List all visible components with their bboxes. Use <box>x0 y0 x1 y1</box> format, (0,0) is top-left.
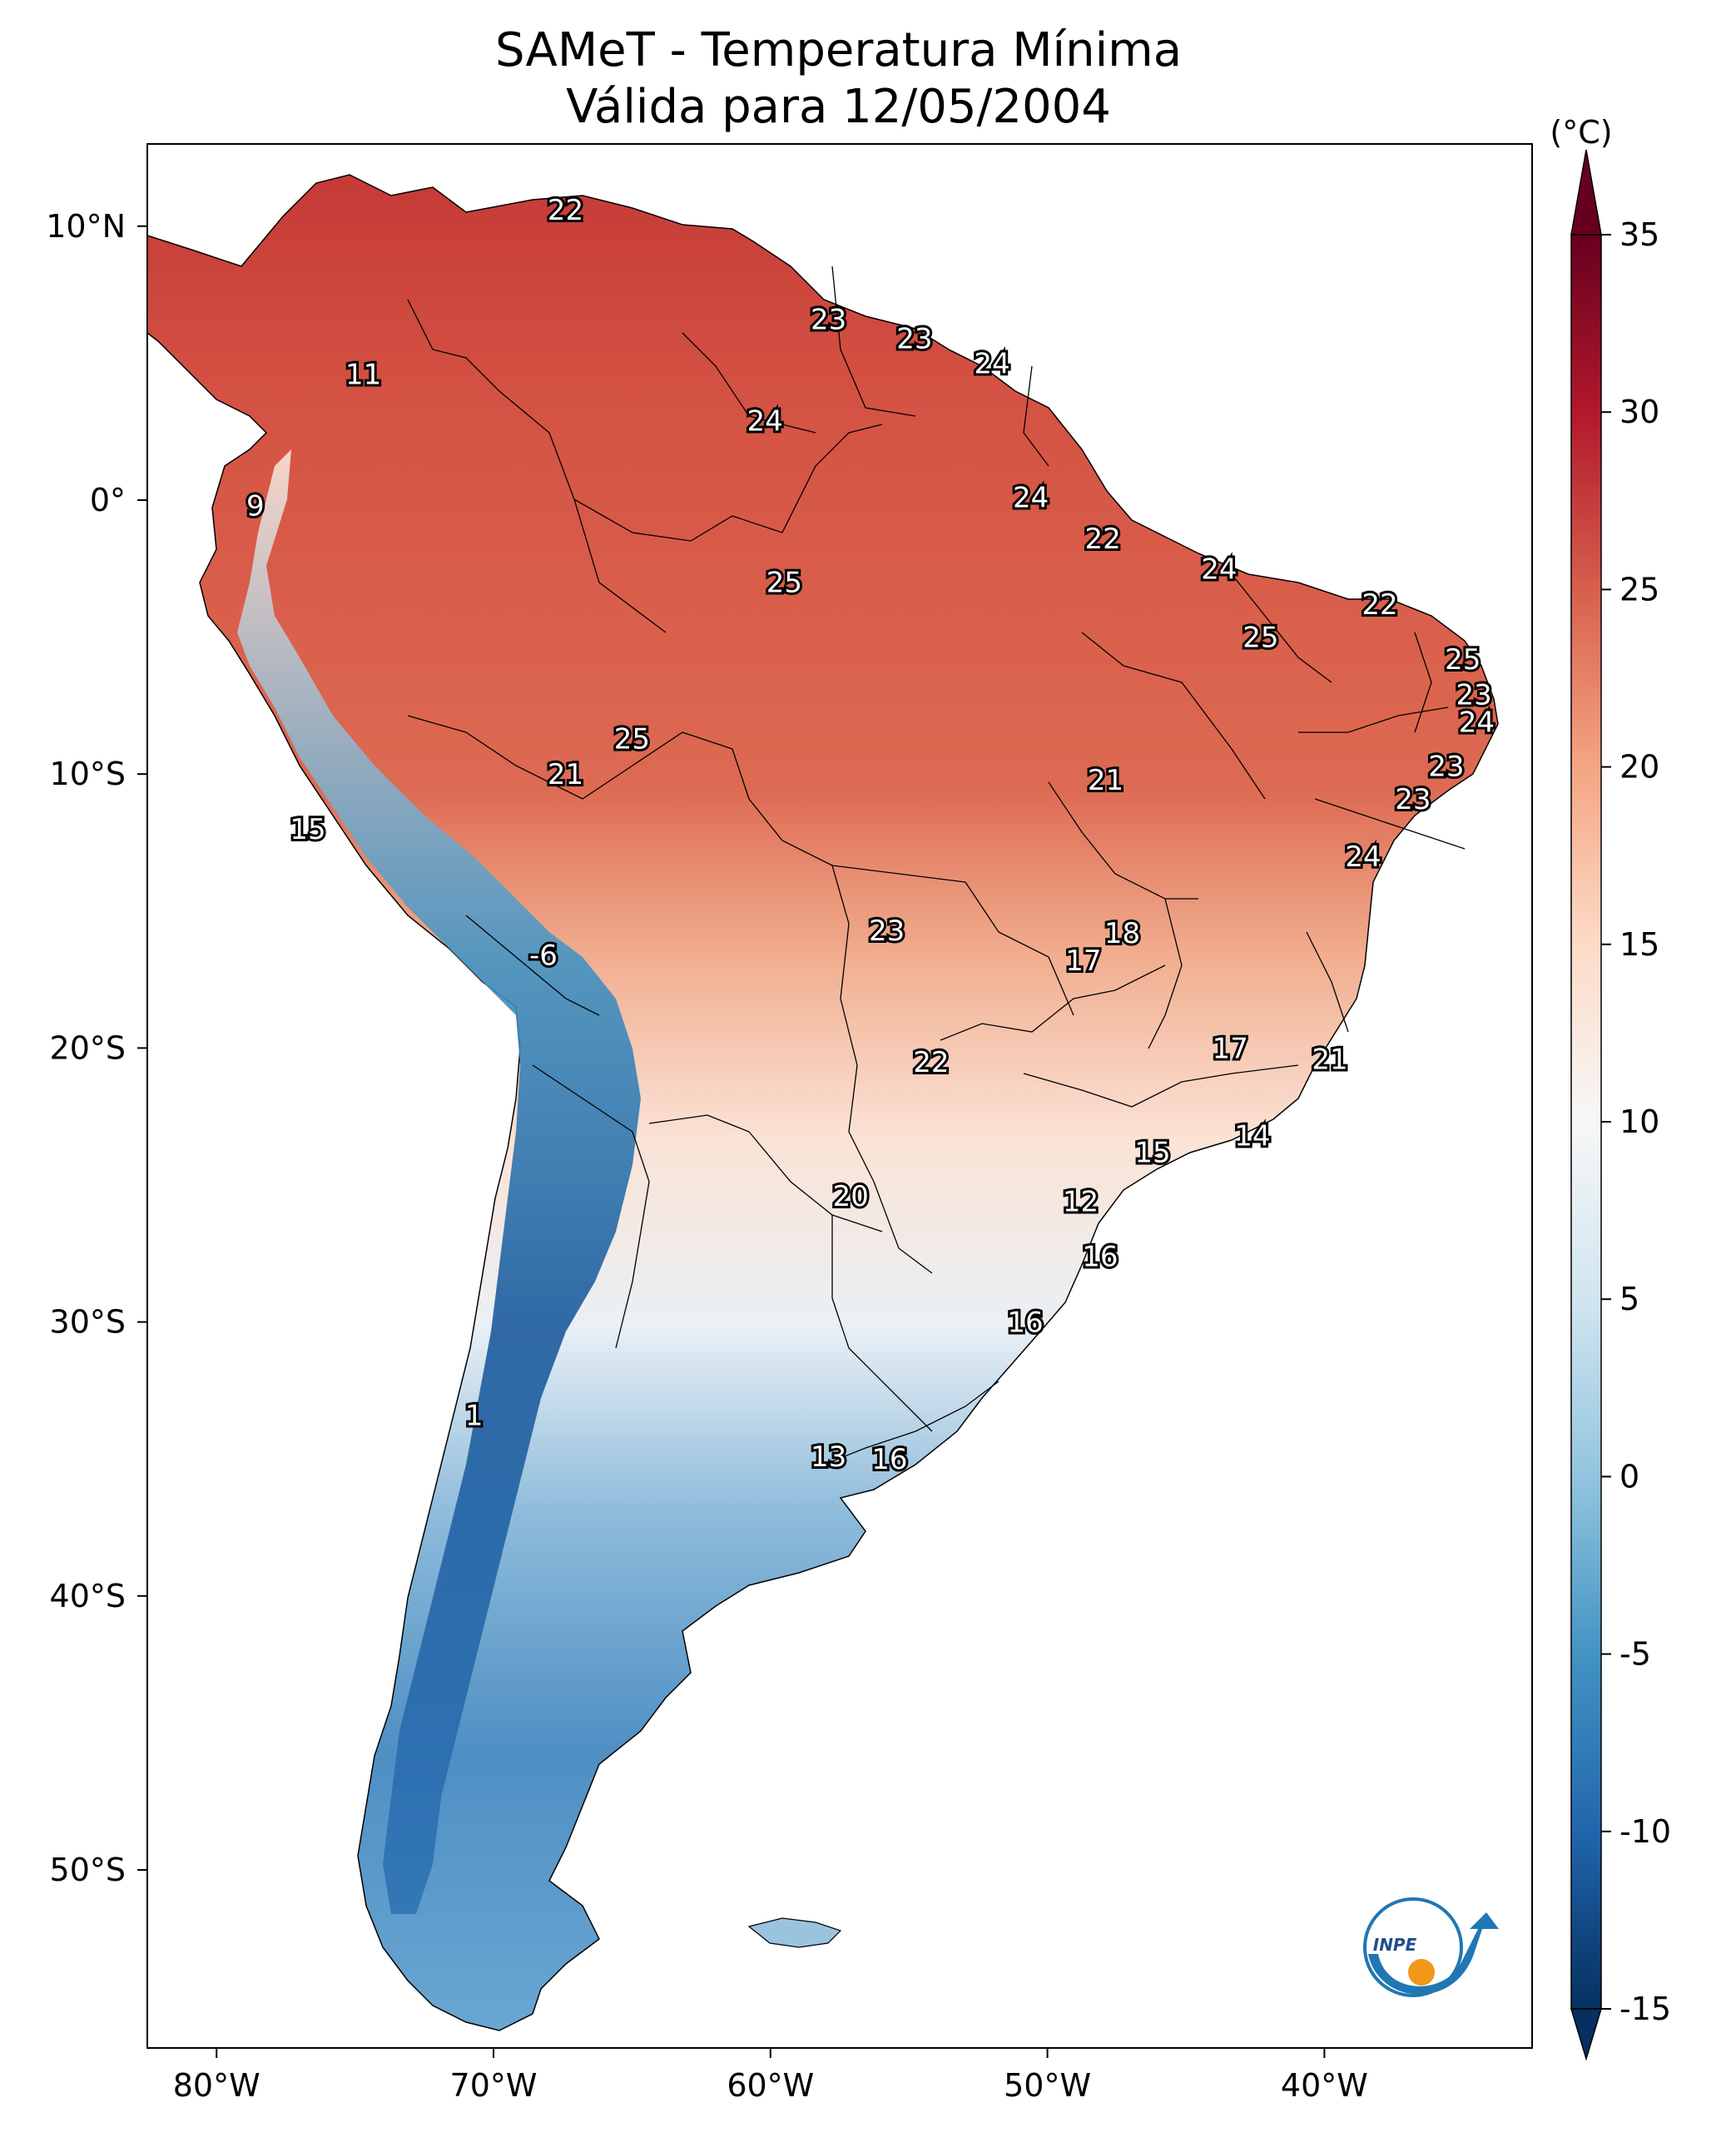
temperature-label: 24 <box>1459 707 1495 740</box>
logo-text: INPE <box>1373 1935 1417 1955</box>
lat-tick-label: 20°S <box>50 1029 126 1066</box>
lon-tick-label: 70°W <box>450 2067 538 2104</box>
colorbar-tick-label: -5 <box>1619 1636 1651 1673</box>
temperature-label: 9 <box>246 490 265 523</box>
temperature-label: 21 <box>1312 1044 1347 1077</box>
colorbar-unit: (°C) <box>1550 114 1612 151</box>
colorbar-tick-label: 20 <box>1619 749 1659 786</box>
lon-tick-label: 40°W <box>1281 2067 1368 2104</box>
temperature-label: 25 <box>766 567 802 600</box>
map-body <box>147 174 1499 2031</box>
temperature-label: 25 <box>1445 643 1481 677</box>
temperature-label: 24 <box>1201 553 1237 586</box>
colorbar-tick-label: 0 <box>1619 1458 1639 1495</box>
country-borders <box>407 265 1466 1465</box>
temperature-label: 23 <box>1395 783 1431 816</box>
falkland-islands <box>747 1917 842 1948</box>
temperature-label: 1 <box>465 1400 484 1433</box>
temperature-label: 16 <box>871 1443 907 1476</box>
lat-tick-label: 10°S <box>50 756 126 792</box>
temperature-label: 16 <box>1082 1241 1118 1274</box>
inpe-logo: INPE <box>1363 1897 1499 1997</box>
temperature-label: 12 <box>1063 1186 1099 1219</box>
colorbar-max-arrow <box>1570 149 1602 236</box>
temperature-label: 23 <box>811 304 846 337</box>
temperature-label: 17 <box>1065 945 1101 978</box>
temperature-label: -6 <box>529 939 558 972</box>
lat-tick-label: 40°S <box>50 1578 126 1614</box>
logo-swoosh <box>1368 1912 1499 1995</box>
temperature-label: 14 <box>1234 1120 1270 1153</box>
temperature-label: 24 <box>974 347 1009 380</box>
temperature-label: 15 <box>290 813 325 846</box>
temperature-label: 23 <box>1428 750 1464 783</box>
lat-tick-label: 30°S <box>50 1304 126 1341</box>
andes-cold-band <box>237 449 641 1914</box>
temperature-label: 23 <box>1456 679 1491 712</box>
colorbar-tick-label: 30 <box>1619 394 1659 430</box>
temperature-label: 20 <box>833 1180 869 1213</box>
lon-tick-label: 60°W <box>727 2067 814 2104</box>
temperature-label: 18 <box>1104 917 1140 950</box>
colorbar: (°C) 35 30 25 20 15 10 5 0 -5 -10 -15 <box>1550 114 1671 2061</box>
colorbar-ticks: 35 30 25 20 15 10 5 0 -5 -10 -15 <box>1601 216 1671 2027</box>
temperature-label: 17 <box>1213 1032 1248 1065</box>
map-title: SAMeT - Temperatura Mínima <box>494 23 1183 77</box>
lat-tick-label: 50°S <box>50 1852 126 1888</box>
axis-ticks: 80°W 70°W 60°W 50°W 40°W 10°N 0° 10°S 20°S 30°S 40… <box>46 208 1368 2104</box>
temperature-label: 23 <box>869 915 905 948</box>
temperature-label: 22 <box>913 1046 949 1079</box>
colorbar-tick-label: 10 <box>1619 1103 1659 1140</box>
temperature-label: 21 <box>548 758 583 791</box>
lon-tick-label: 80°W <box>173 2067 260 2104</box>
temperature-label: 11 <box>345 359 381 392</box>
temperature-label: 13 <box>811 1440 846 1474</box>
temperature-label: 24 <box>1013 482 1049 515</box>
lat-tick-label: 0° <box>90 482 126 518</box>
temperature-label: 23 <box>896 323 932 356</box>
colorbar-tick-label: -15 <box>1619 1991 1671 2027</box>
colorbar-tick-label: 25 <box>1619 571 1659 607</box>
colorbar-min-arrow <box>1570 2008 1603 2061</box>
lat-tick-label: 10°N <box>46 208 126 245</box>
colorbar-tick-label: 15 <box>1619 926 1659 963</box>
colorbar-tick-label: -10 <box>1619 1813 1671 1850</box>
temperature-label: 22 <box>1085 523 1121 556</box>
logo-sun <box>1408 1959 1435 1986</box>
temperature-label: 22 <box>1362 588 1397 622</box>
temperature-label: 24 <box>747 405 783 439</box>
logo-ring <box>1363 1897 1463 1997</box>
temperature-label: 16 <box>1007 1307 1043 1340</box>
map-subtitle: Válida para 12/05/2004 <box>566 80 1111 134</box>
temperature-label: 25 <box>1242 622 1278 655</box>
colorbar-body <box>1570 234 1602 2010</box>
temperature-label: 24 <box>1345 840 1381 874</box>
temperature-label: 25 <box>614 722 650 756</box>
colorbar-tick-label: 5 <box>1619 1281 1639 1317</box>
lon-tick-label: 50°W <box>1004 2067 1091 2104</box>
temperature-label: 15 <box>1134 1136 1170 1169</box>
colorbar-tick-label: 35 <box>1619 216 1659 253</box>
temperature-label: 21 <box>1088 764 1123 797</box>
temperature-label: 22 <box>548 194 583 227</box>
